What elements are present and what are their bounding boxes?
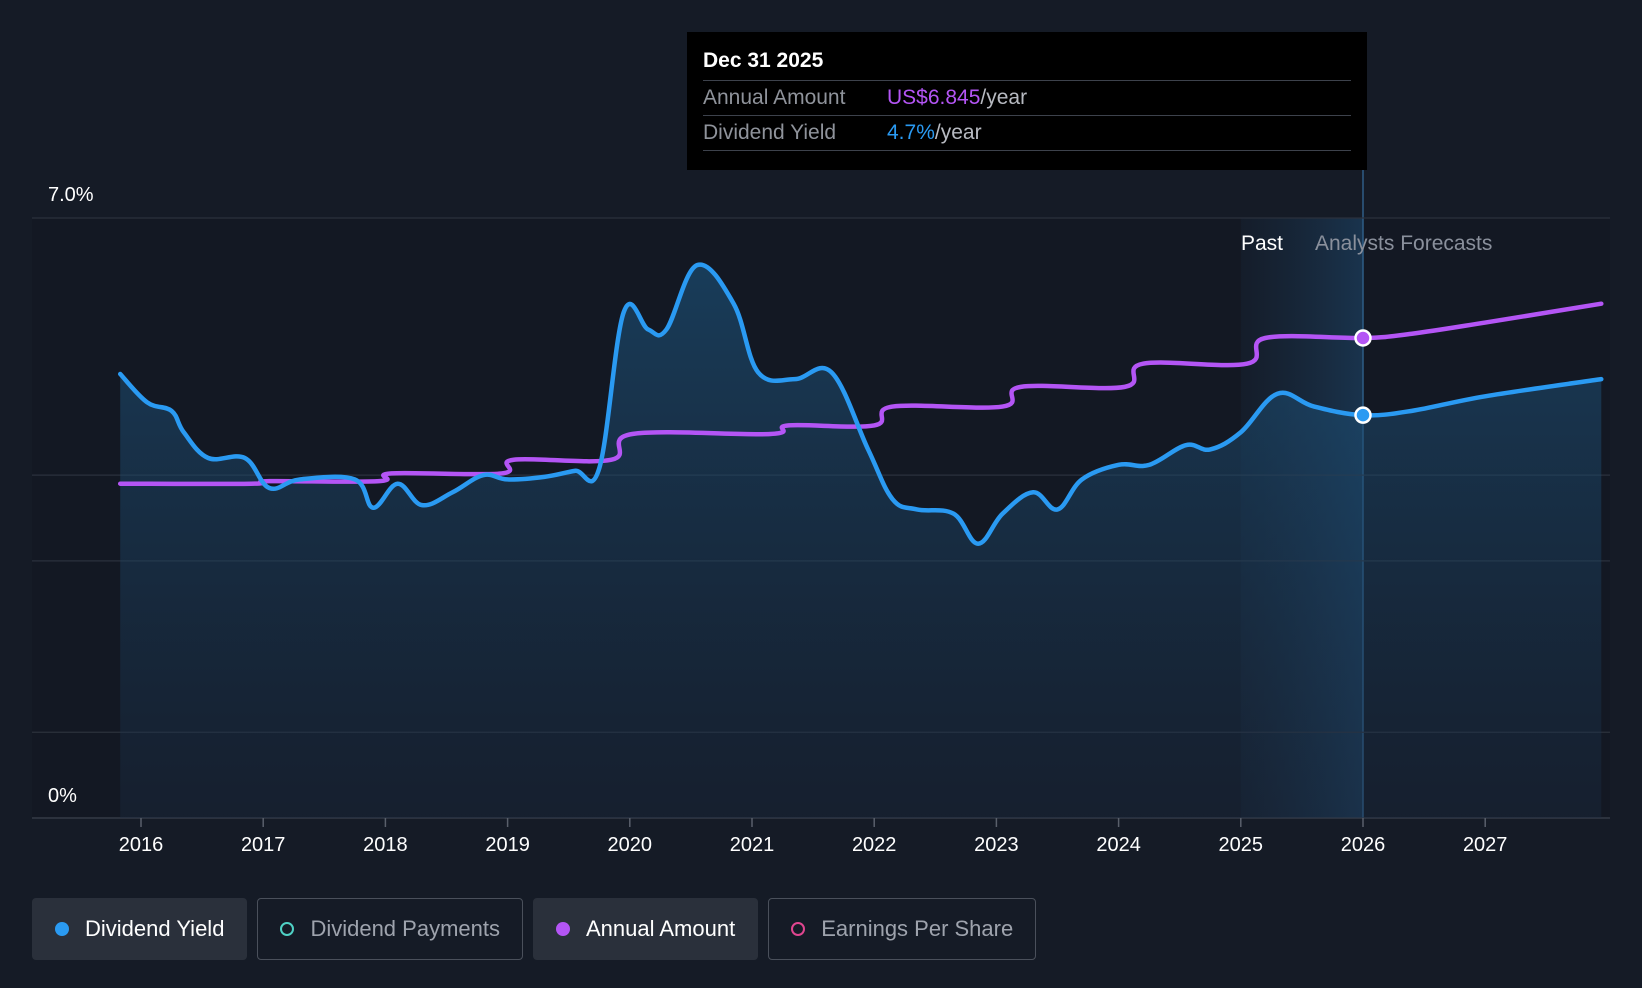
tooltip-date: Dec 31 2025 (703, 46, 1351, 81)
x-tick-label: 2021 (730, 834, 775, 856)
x-tick-label: 2024 (1096, 834, 1141, 856)
x-tick-label: 2017 (241, 834, 286, 856)
x-tick-label: 2027 (1463, 834, 1508, 856)
x-tick-label: 2023 (974, 834, 1019, 856)
x-tick-label: 2018 (363, 834, 408, 856)
legend-label: Dividend Payments (310, 916, 500, 941)
legend-earnings-per-share[interactable]: Earnings Per Share (768, 898, 1037, 960)
y-tick-bottom: 0% (48, 785, 77, 807)
legend: Dividend Yield Dividend Payments Annual … (32, 898, 1037, 960)
legend-dot-icon (555, 922, 570, 936)
legend-dividend-yield[interactable]: Dividend Yield (32, 898, 248, 960)
legend-dividend-payments[interactable]: Dividend Payments (257, 898, 523, 960)
tooltip-unit: /year (980, 86, 1028, 109)
dividend-yield-line (117, 262, 1604, 546)
tooltip-row-annual-amount: Annual Amount US$6.845 /year (703, 81, 1351, 116)
x-tick-label: 2026 (1341, 834, 1386, 856)
forecast-label: Analysts Forecasts (1315, 232, 1492, 255)
yield-area (120, 264, 1602, 818)
tooltip: Dec 31 2025 Annual Amount US$6.845 /year… (687, 32, 1367, 170)
legend-label: Dividend Yield (85, 916, 225, 941)
x-tick-label: 2022 (852, 834, 897, 856)
past-label: Past (1241, 232, 1283, 255)
x-tick-label: 2016 (119, 834, 164, 856)
legend-annual-amount[interactable]: Annual Amount (532, 898, 759, 960)
legend-dot-icon (55, 922, 69, 936)
x-tick-label: 2019 (485, 834, 530, 856)
tooltip-row-dividend-yield: Dividend Yield 4.7% /year (703, 116, 1351, 151)
tooltip-label: Annual Amount (703, 86, 846, 109)
highlight-markers (1354, 329, 1372, 424)
tooltip-value: US$6.845 (887, 86, 981, 109)
tooltip-label: Dividend Yield (703, 121, 837, 144)
tooltip-value: 4.7% (887, 121, 935, 144)
y-tick-top: 7.0% (48, 184, 94, 206)
legend-ring-icon (791, 922, 806, 936)
legend-label: Annual Amount (585, 916, 736, 941)
tooltip-unit: /year (934, 121, 982, 144)
legend-ring-icon (280, 922, 295, 936)
x-axis: 2016 2017 2018 2019 2020 2021 2022 2023 2024 2025… (119, 818, 1508, 856)
yield-area-fill (120, 264, 1602, 818)
annual-amount-marker (1354, 329, 1372, 347)
series-lines (117, 262, 1604, 546)
dividend-yield-marker (1354, 406, 1372, 424)
x-tick-label: 2025 (1219, 834, 1264, 856)
legend-label: Earnings Per Share (821, 916, 1014, 941)
x-tick-label: 2020 (608, 834, 653, 856)
